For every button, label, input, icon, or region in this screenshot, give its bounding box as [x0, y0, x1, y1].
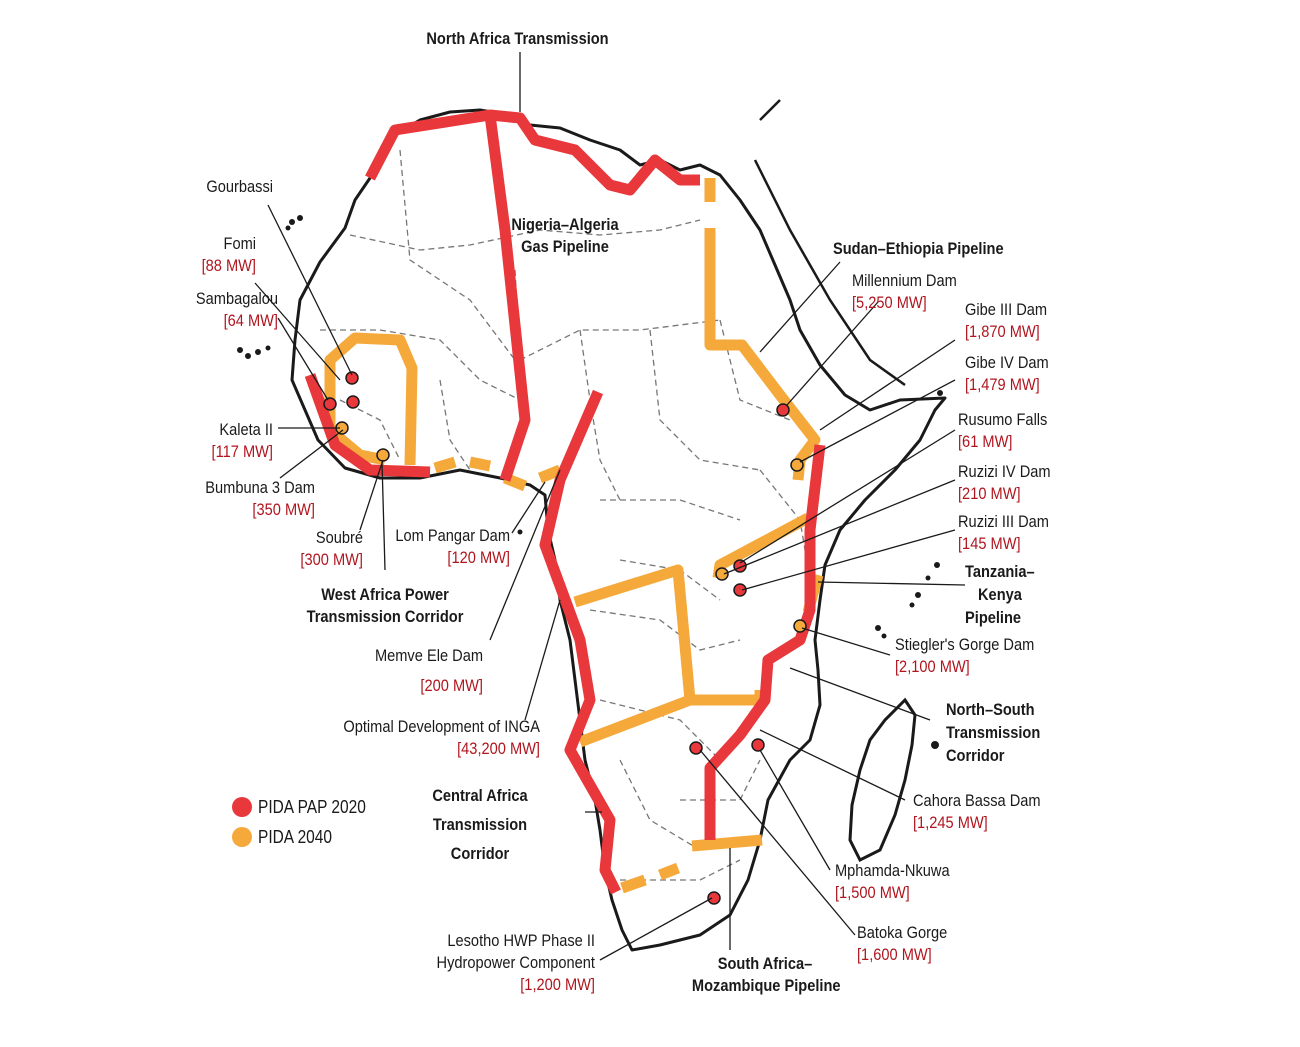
tanzania-kenya-label-3: Pipeline: [965, 608, 1022, 627]
central-africa-label-3: Corridor: [450, 844, 510, 863]
ruzizi4-dot: [715, 567, 729, 581]
lom-pangar-label: Lom Pangar Dam [120 MW]: [395, 526, 510, 567]
stiegler-dot: [793, 619, 807, 633]
sambagalou-dot: [323, 397, 337, 411]
arabia-coast: [753, 159, 906, 387]
leader-lines: [254, 52, 966, 961]
west-africa-transmission: [304, 373, 431, 478]
bumbuna-label: Bumbuna 3 Dam [350 MW]: [205, 478, 315, 519]
kaleta-label: Kaleta II [117 MW]: [211, 420, 273, 461]
soubre-dot: [376, 448, 390, 462]
sa-moz-pipeline: [691, 834, 763, 852]
cahora-label: Cahora Bassa Dam [1,245 MW]: [913, 791, 1041, 832]
east-2040-link: [690, 690, 766, 706]
cahora-dot: [751, 738, 765, 752]
ruzizi4-label: Ruzizi IV Dam [210 MW]: [958, 462, 1051, 503]
islands: [237, 215, 943, 749]
project-markers: [323, 371, 807, 905]
inga-label: Optimal Development of INGA [43,200 MW]: [343, 717, 540, 758]
lake-link-2040: [712, 513, 811, 579]
central-africa-label-2: Transmission: [432, 815, 528, 834]
north-south-label-2: Transmission: [946, 723, 1041, 742]
madagascar-outline: [848, 697, 917, 863]
legend-label: PIDA 2040: [258, 826, 333, 847]
sinai-coast: [759, 99, 781, 121]
north-south-transmission: [704, 444, 826, 840]
country-borders: [320, 149, 811, 881]
stiegler-label: Stiegler's Gorge Dam [2,100 MW]: [895, 635, 1035, 676]
north-africa-transmission: [365, 109, 700, 196]
mphamda-label: Mphamda-Nkuwa [1,500 MW]: [835, 861, 950, 902]
west-africa-coast-dashes: [433, 456, 563, 492]
lesotho-dot: [707, 891, 721, 905]
south-dashes: [620, 862, 680, 894]
memve-ele-label: Memve Ele Dam: [374, 646, 483, 665]
west-africa-label-2: Transmission Corridor: [306, 607, 464, 626]
millennium-dot: [776, 403, 790, 417]
ruzizi3-label: Ruzizi III Dam [145 MW]: [958, 512, 1049, 553]
memve-ele-mw: [200 MW]: [420, 676, 483, 695]
gourbassi-dot: [345, 371, 359, 385]
fomi-dot: [346, 395, 360, 409]
nigeria-algeria-gas-pipeline: [484, 114, 531, 482]
central-2040-loop: [573, 564, 696, 748]
millennium-label: Millennium Dam [5,250 MW]: [852, 271, 957, 312]
sambagalou-label: Sambagalou [64 MW]: [195, 289, 278, 330]
sudan-ethiopia-label: Sudan–Ethiopia Pipeline: [833, 239, 1004, 258]
tanzania-kenya-label-2: Kenya: [978, 585, 1022, 604]
rusumo-label: Rusumo Falls [61 MW]: [958, 410, 1048, 451]
pida-pap-2020-corridors: [304, 109, 826, 895]
legend-item-2040: PIDA 2040: [232, 822, 383, 852]
nigeria-algeria-label-2: Gas Pipeline: [521, 237, 609, 256]
west-africa-2040-loop: [324, 332, 418, 466]
gibe3-label: Gibe III Dam [1,870 MW]: [965, 300, 1048, 341]
legend-item-pap2020: PIDA PAP 2020: [232, 792, 383, 822]
gibe4-label: Gibe IV Dam [1,479 MW]: [965, 353, 1049, 394]
pida-2040-corridors: [324, 178, 824, 894]
fomi-label: Fomi [88 MW]: [201, 234, 256, 275]
central-africa-transmission: [539, 389, 621, 895]
sa-moz-label-2: Mozambique Pipeline: [691, 976, 841, 995]
ruzizi3-dot: [733, 583, 747, 597]
gourbassi-label: Gourbassi: [206, 177, 273, 196]
tanzania-kenya-label-1: Tanzania–: [965, 562, 1035, 581]
north-south-label-1: North–South: [946, 700, 1035, 719]
legend-orange-dot-icon: [232, 827, 252, 847]
north-south-label-3: Corridor: [946, 746, 1005, 765]
legend: PIDA PAP 2020 PIDA 2040: [232, 792, 383, 852]
west-africa-label-1: West Africa Power: [321, 585, 449, 604]
north-africa-transmission-label: North Africa Transmission: [426, 29, 609, 48]
legend-label: PIDA PAP 2020: [258, 796, 366, 817]
nigeria-algeria-label-1: Nigeria–Algeria: [511, 215, 619, 234]
lesotho-label: Lesotho HWP Phase II Hydropower Component…: [436, 931, 595, 994]
sa-moz-label-1: South Africa–: [717, 954, 813, 973]
central-africa-label-1: Central Africa: [432, 786, 528, 805]
soubre-label: Soubré [300 MW]: [300, 528, 363, 569]
legend-red-dot-icon: [232, 797, 252, 817]
batoka-dot: [689, 741, 703, 755]
batoka-label: Batoka Gorge [1,600 MW]: [857, 923, 948, 964]
